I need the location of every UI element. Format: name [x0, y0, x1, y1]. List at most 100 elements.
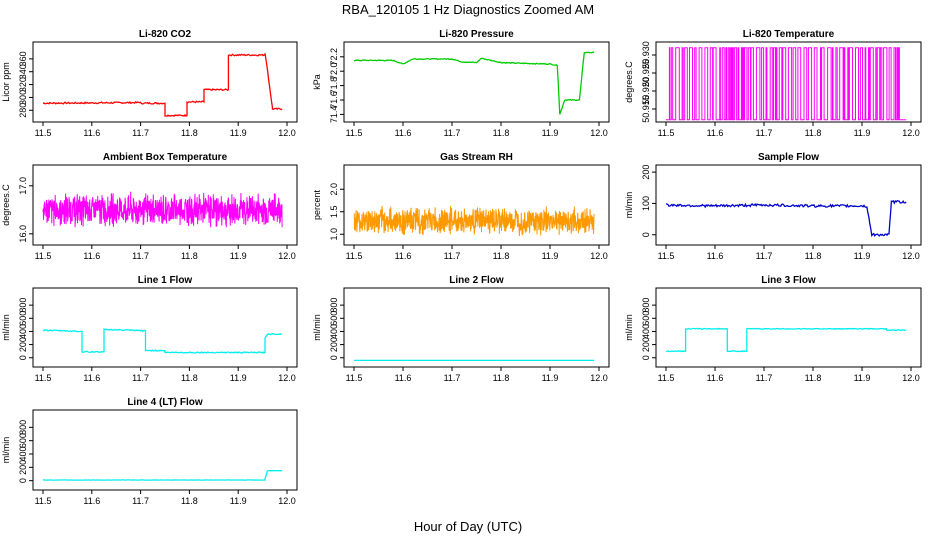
- panel-3: Li-820 Temperature degrees.C 11.5 11.6 11.7 1…: [624, 29, 922, 138]
- panel-10: Line 4 (LT) Flow ml/min 11.5 11.6 11.7 11.8 11…: [1, 397, 298, 506]
- y-tick-label: 0: [18, 478, 28, 483]
- y-axis-label: Licor ppm: [1, 62, 11, 102]
- y-tick-label: 600: [641, 311, 651, 326]
- y-axis-label: degrees.C: [624, 61, 634, 103]
- plot-frame: [343, 164, 610, 246]
- x-tick-label: 11.5: [346, 128, 363, 138]
- x-tick-label: 11.7: [132, 373, 149, 383]
- panel-2: Li-820 Pressure kPa 11.5 11.6 11.7 11.8 11.9 12…: [312, 29, 610, 138]
- y-tick-label: 200: [641, 337, 651, 352]
- x-tick-label: 11.5: [35, 496, 52, 506]
- x-tick-label: 11.9: [854, 373, 871, 383]
- x-tick-label: 11.6: [707, 373, 724, 383]
- y-tick-label: 0: [641, 232, 651, 237]
- y-tick-label: 71.4: [329, 106, 339, 124]
- y-tick-label: 800: [18, 298, 28, 313]
- y-tick-label: 72.0: [329, 62, 339, 80]
- y-tick-label: 800: [18, 420, 28, 435]
- x-tick-label: 11.7: [132, 496, 149, 506]
- x-tick-label: 11.6: [707, 251, 724, 261]
- y-tick-label: 1.0: [329, 228, 339, 241]
- x-tick-label: 11.6: [83, 496, 100, 506]
- x-tick-label: 11.7: [756, 128, 773, 138]
- x-tick-label: 11.6: [83, 373, 100, 383]
- y-tick-label: 800: [641, 298, 651, 313]
- y-tick-label: 200: [329, 337, 339, 352]
- y-tick-label: 71.6: [329, 91, 339, 109]
- series-line: [665, 327, 907, 353]
- x-tick-label: 11.7: [132, 251, 149, 261]
- y-tick-label: 800: [329, 298, 339, 313]
- y-tick-label: 1.5: [329, 205, 339, 218]
- x-tick-label: 11.5: [658, 373, 675, 383]
- figure-xlabel: Hour of Day (UTC): [414, 519, 522, 534]
- plot-frame: [32, 164, 298, 246]
- x-tick-label: 11.7: [756, 373, 773, 383]
- series-line: [42, 469, 283, 481]
- panel-9: Line 3 Flow ml/min 11.5 11.6 11.7 11.8 11.9 12.…: [624, 275, 922, 383]
- x-tick-label: 12.0: [590, 373, 608, 383]
- series-line: [42, 191, 283, 228]
- plot-frame: [32, 287, 298, 368]
- y-tick-label: 2.0: [329, 183, 339, 196]
- y-tick-label: 50.930: [641, 41, 651, 69]
- y-tick-label: 0: [18, 355, 28, 360]
- x-tick-label: 11.8: [181, 251, 198, 261]
- panels: Li-820 CO2 Licor ppm 11.5 11.6 11.7 11.8 11.9 1…: [1, 29, 922, 506]
- x-tick-label: 11.6: [395, 128, 412, 138]
- x-tick-label: 11.7: [444, 373, 461, 383]
- x-tick-label: 11.7: [444, 128, 461, 138]
- y-tick-label: 400: [641, 324, 651, 339]
- x-tick-label: 12.0: [902, 251, 920, 261]
- x-tick-label: 12.0: [902, 373, 920, 383]
- plot-frame: [655, 287, 922, 368]
- x-tick-label: 11.6: [83, 251, 100, 261]
- y-tick-label: 320: [18, 77, 28, 92]
- x-tick-label: 11.5: [346, 251, 363, 261]
- y-tick-label: 400: [329, 324, 339, 339]
- y-tick-label: 72.2: [329, 48, 339, 66]
- x-tick-label: 11.8: [805, 251, 822, 261]
- panel-title: Line 1 Flow: [138, 275, 193, 286]
- y-tick-label: 17.0: [18, 177, 28, 195]
- y-tick-label: 50.920: [641, 77, 651, 105]
- plot-frame: [343, 41, 610, 123]
- panel-8: Line 2 Flow ml/min 11.5 11.6 11.7 11.8 11.9 12.…: [312, 275, 610, 383]
- panel-title: Ambient Box Temperature: [103, 152, 228, 163]
- panel-title: Sample Flow: [758, 152, 819, 163]
- panel-title: Line 3 Flow: [761, 275, 816, 286]
- y-tick-label: 100: [641, 196, 651, 211]
- y-tick-label: 400: [18, 446, 28, 461]
- x-tick-label: 11.9: [854, 251, 871, 261]
- y-tick-label: 50.915: [641, 95, 651, 123]
- x-tick-label: 11.8: [805, 128, 822, 138]
- y-tick-label: 360: [18, 51, 28, 66]
- panel-title: Gas Stream RH: [440, 152, 513, 163]
- y-tick-label: 600: [18, 433, 28, 448]
- x-tick-label: 12.0: [902, 128, 920, 138]
- x-tick-label: 11.8: [181, 128, 198, 138]
- x-tick-label: 11.8: [493, 128, 510, 138]
- y-tick-label: 16.0: [18, 225, 28, 243]
- y-tick-label: 0: [329, 355, 339, 360]
- x-tick-label: 11.5: [35, 251, 52, 261]
- x-tick-label: 12.0: [278, 373, 296, 383]
- y-tick-label: 200: [18, 337, 28, 352]
- y-axis-label: degrees.C: [1, 184, 11, 226]
- plot-frame: [655, 164, 922, 246]
- panel-4: Ambient Box Temperature degrees.C 11.5 11.6…: [1, 152, 298, 261]
- x-tick-label: 12.0: [590, 128, 608, 138]
- y-axis-label: ml/min: [624, 192, 634, 219]
- series-line: [42, 328, 283, 354]
- panel-7: Line 1 Flow ml/min 11.5 11.6 11.7 11.8 11.9 12.…: [1, 275, 298, 383]
- y-tick-label: 200: [18, 460, 28, 475]
- panel-title: Line 2 Flow: [449, 275, 504, 286]
- x-tick-label: 11.6: [395, 251, 412, 261]
- series-line: [353, 205, 595, 237]
- y-tick-label: 200: [641, 165, 651, 180]
- x-tick-label: 11.9: [230, 128, 247, 138]
- x-tick-label: 12.0: [278, 128, 296, 138]
- panel-title: Li-820 Temperature: [743, 29, 835, 40]
- y-axis-label: kPa: [312, 74, 322, 90]
